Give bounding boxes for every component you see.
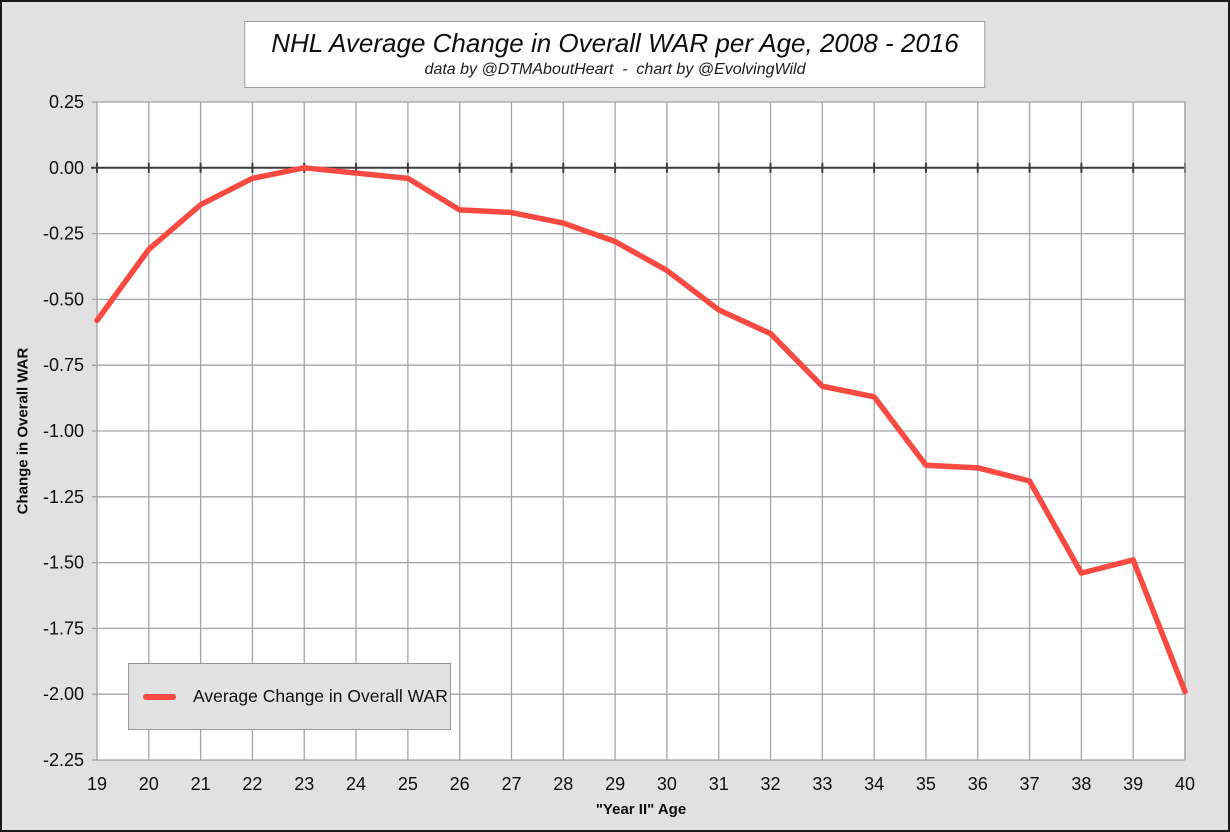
y-tick-label: -1.25 (43, 487, 84, 507)
legend-label: Average Change in Overall WAR (193, 686, 448, 706)
x-tick-label: 28 (553, 774, 573, 794)
x-tick-label: 29 (605, 774, 625, 794)
x-tick-label: 38 (1071, 774, 1091, 794)
x-tick-label: 27 (501, 774, 521, 794)
y-tick-label: -1.00 (43, 421, 84, 441)
x-tick-label: 26 (450, 774, 470, 794)
x-tick-label: 20 (139, 774, 159, 794)
y-tick-label: 0.25 (49, 92, 84, 112)
y-tick-label: -2.25 (43, 750, 84, 770)
y-tick-label: -1.75 (43, 618, 84, 638)
legend-line-swatch (143, 693, 176, 700)
x-tick-label: 39 (1123, 774, 1143, 794)
x-tick-label: 34 (864, 774, 884, 794)
x-tick-label: 30 (657, 774, 677, 794)
x-tick-label: 25 (398, 774, 418, 794)
x-tick-label: 36 (968, 774, 988, 794)
y-tick-label: -2.00 (43, 684, 84, 704)
y-tick-label: -0.25 (43, 224, 84, 244)
x-tick-label: 24 (346, 774, 366, 794)
x-tick-label: 40 (1175, 774, 1195, 794)
y-tick-label: -1.50 (43, 553, 84, 573)
x-tick-label: 31 (709, 774, 729, 794)
chart-subtitle: data by @DTMAboutHeart - chart by @Evolv… (424, 60, 806, 78)
y-axis-title: Change in Overall WAR (14, 347, 32, 515)
x-tick-label: 22 (242, 774, 262, 794)
x-axis-title: "Year II" Age (595, 801, 687, 818)
y-tick-label: -0.50 (43, 289, 84, 309)
y-tick-label: 0.00 (49, 158, 84, 178)
x-tick-label: 19 (87, 774, 107, 794)
x-tick-label: 37 (1020, 774, 1040, 794)
legend-box: Average Change in Overall WAR (128, 663, 451, 730)
x-tick-label: 35 (916, 774, 936, 794)
x-tick-label: 21 (191, 774, 211, 794)
y-tick-label: -0.75 (43, 355, 84, 375)
x-tick-label: 32 (761, 774, 781, 794)
x-tick-label: 33 (812, 774, 832, 794)
chart-title-box: NHL Average Change in Overall WAR per Ag… (244, 21, 986, 88)
chart-title: NHL Average Change in Overall WAR per Ag… (271, 28, 959, 58)
war-series-line (94, 165, 1188, 695)
x-tick-label: 23 (294, 774, 314, 794)
